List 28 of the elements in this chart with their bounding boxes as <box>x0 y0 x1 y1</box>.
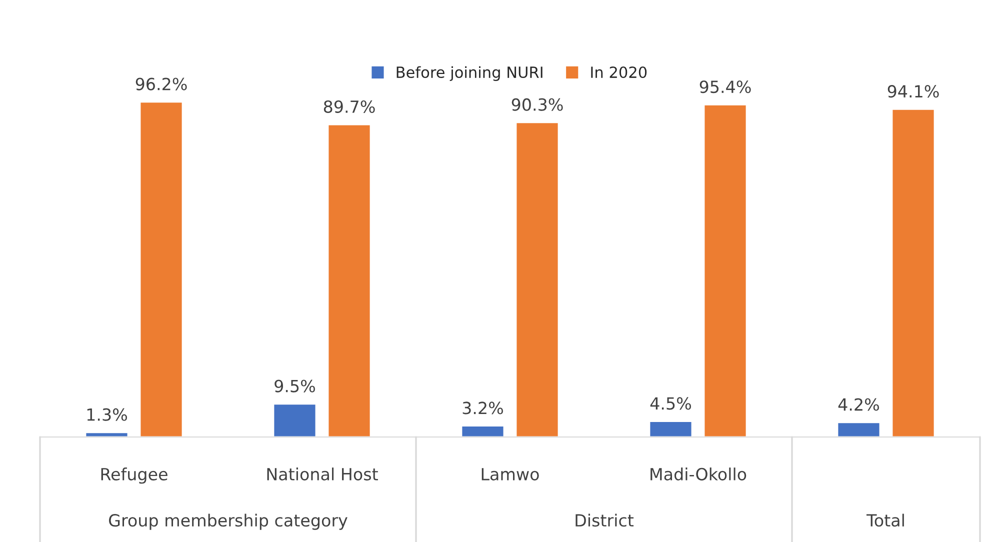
text: Group membership category <box>109 514 348 530</box>
data-label: 89.7% <box>324 100 375 113</box>
data-label: 96.2% <box>136 78 187 90</box>
text: Total <box>866 514 904 527</box>
legend-label: In 2020 <box>591 66 647 78</box>
legend-label: Before joining NURI <box>396 66 542 81</box>
bar <box>703 104 748 437</box>
bar <box>836 422 881 437</box>
bar <box>327 124 372 437</box>
x-tick-label: National Host <box>267 468 378 480</box>
x-tick-label: Madi-Okollo <box>650 468 746 480</box>
bar <box>515 122 560 437</box>
data-label: 4.5% <box>650 397 691 410</box>
text: District <box>576 514 634 527</box>
data-label: 90.3% <box>512 98 563 111</box>
data-label: 3.2% <box>462 402 503 414</box>
bar <box>272 403 317 437</box>
bar <box>139 101 184 437</box>
data-label: 9.5% <box>274 380 315 392</box>
bar <box>460 425 505 437</box>
data-label: 1.3% <box>87 408 127 421</box>
x-tick-label: Refugee <box>101 468 168 484</box>
bar <box>648 420 693 437</box>
x-tick-label: Lamwo <box>482 468 539 480</box>
data-label: 4.2% <box>838 398 879 411</box>
bar <box>891 108 936 437</box>
data-label: 94.1% <box>888 85 939 98</box>
data-label: 95.4% <box>700 80 751 94</box>
